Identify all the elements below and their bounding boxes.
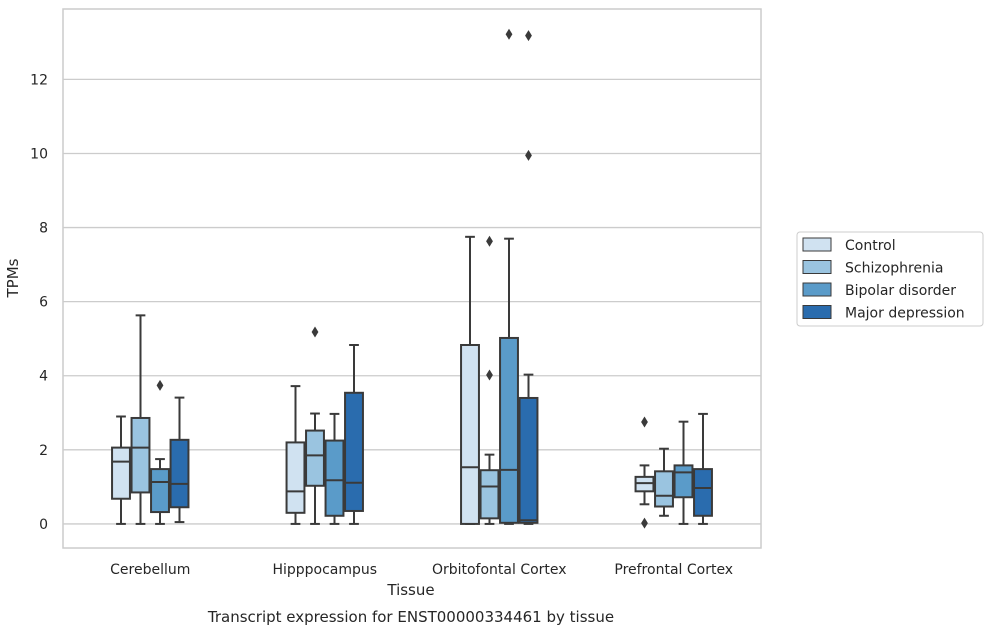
box-schizophrenia-2: [479, 235, 500, 525]
box-iqr: [518, 396, 539, 524]
box-major-depression-1: [344, 343, 364, 525]
legend-swatch: [802, 260, 832, 274]
box-series: [111, 28, 713, 529]
outlier-point: [641, 517, 648, 529]
y-tick-label: 2: [39, 443, 48, 459]
x-tick-label: Orbitofontal Cortex: [432, 562, 567, 578]
legend-label: Bipolar disorder: [845, 283, 956, 299]
box-schizophrenia-3: [654, 447, 674, 517]
outlier-point: [505, 28, 513, 40]
box-control-3: [634, 416, 655, 529]
box-iqr: [479, 469, 500, 520]
box-control-2: [460, 235, 480, 525]
outlier-point: [525, 30, 532, 42]
box-iqr: [111, 446, 131, 500]
legend-label: Schizophrenia: [845, 261, 943, 277]
box-iqr: [305, 429, 325, 487]
legend: Control Schizophrenia Bipolar disorder Majo…: [796, 231, 984, 327]
box-major-depression-0: [169, 396, 190, 524]
outlier-point: [525, 149, 532, 161]
chart-caption: Transcript expression for ENST0000033446…: [207, 608, 614, 626]
box-bipolar-disorder-3: [673, 420, 694, 525]
box-control-1: [285, 385, 306, 525]
box-schizophrenia-0: [130, 314, 151, 525]
x-axis-label: Tissue: [386, 581, 434, 599]
y-axis-label: TPMs: [4, 258, 22, 298]
x-tick-label: Cerebellum: [110, 562, 190, 578]
box-iqr: [654, 470, 674, 508]
box-iqr: [693, 468, 713, 517]
box-iqr: [673, 464, 694, 499]
legend-swatch: [802, 282, 832, 297]
box-iqr: [169, 438, 190, 509]
box-iqr: [285, 441, 306, 514]
x-tick-label: Prefrontal Cortex: [614, 562, 733, 578]
y-tick-label: 6: [39, 295, 48, 311]
outlier-point: [486, 235, 493, 247]
box-major-depression-3: [693, 412, 713, 525]
box-iqr: [499, 336, 519, 524]
legend-label: Major depression: [845, 306, 965, 322]
legend-swatch: [802, 305, 832, 319]
box-major-depression-2: [518, 30, 539, 525]
outlier-point: [156, 379, 164, 391]
box-iqr: [324, 439, 345, 517]
plot-frame: [62, 8, 762, 549]
box-iqr: [130, 416, 151, 494]
box-schizophrenia-1: [305, 326, 325, 525]
box-control-0: [111, 415, 131, 525]
legend-frame: [796, 231, 984, 327]
y-tick-label: 12: [30, 72, 48, 88]
legend-swatch: [802, 237, 832, 252]
outlier-point: [486, 369, 493, 381]
x-tick-label: Hipppocampus: [272, 562, 377, 578]
y-tick-label: 0: [39, 517, 48, 533]
legend-label: Control: [845, 238, 896, 254]
box-bipolar-disorder-0: [150, 379, 170, 525]
box-iqr: [150, 468, 170, 514]
y-tick-label: 4: [39, 369, 48, 385]
box-bipolar-disorder-2: [499, 28, 519, 525]
x-tick-labels: Cerebellum Hipppocampus Orbitofontal Corte…: [110, 562, 733, 578]
y-tick-label: 10: [30, 146, 48, 162]
box-iqr: [460, 343, 480, 525]
outlier-point: [311, 326, 319, 338]
outlier-point: [641, 416, 648, 428]
y-tick-labels: 0 2 4 6 8 10 12: [30, 72, 48, 533]
box-iqr: [344, 391, 364, 512]
y-tick-label: 8: [39, 221, 48, 237]
box-bipolar-disorder-1: [324, 412, 345, 525]
